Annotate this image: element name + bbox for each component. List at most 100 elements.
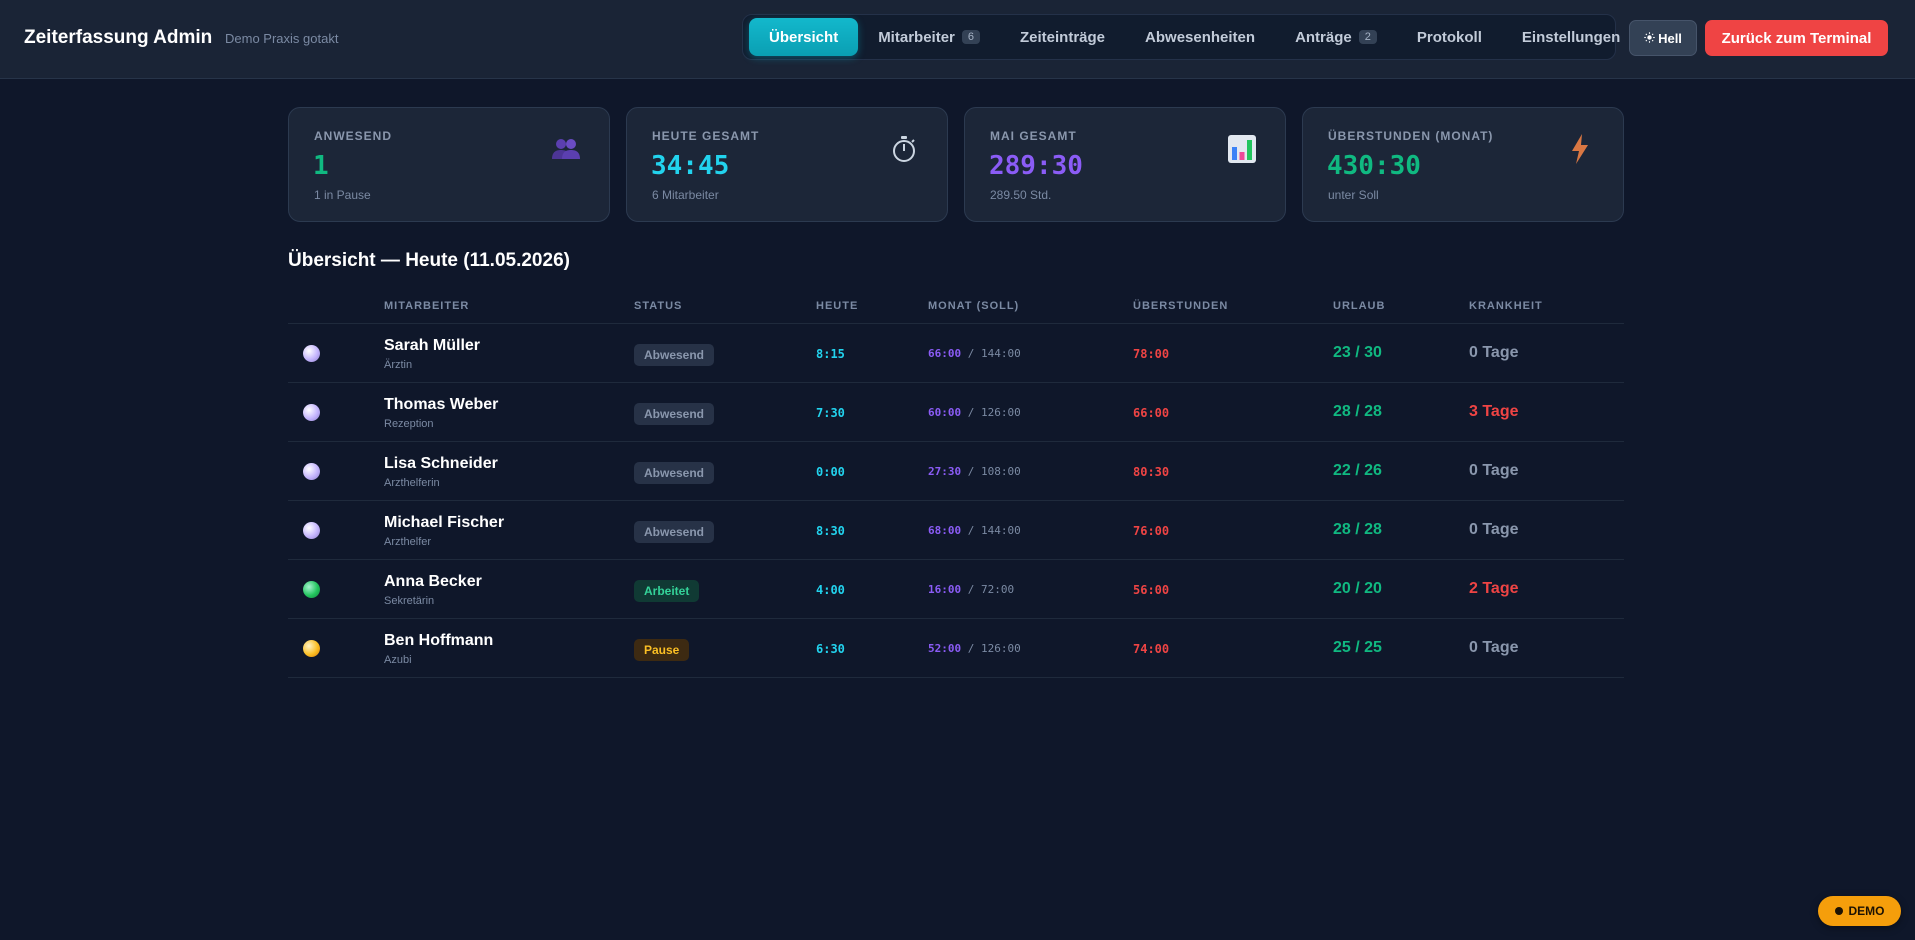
demo-badge[interactable]: DEMO — [1818, 896, 1901, 926]
month-target: / 126:00 — [967, 642, 1021, 655]
stopwatch-icon — [889, 134, 919, 164]
theme-label: Hell — [1658, 30, 1682, 46]
tab-protokoll[interactable]: Protokoll — [1397, 18, 1502, 56]
card-sub: 289.50 Std. — [990, 188, 1052, 202]
column-header-status[interactable]: STATUS — [634, 300, 683, 312]
card-sub: 1 in Pause — [314, 188, 371, 202]
tab-label: Einstellungen — [1521, 28, 1621, 46]
employee-role: Arzthelfer — [384, 536, 432, 548]
table-row[interactable]: Thomas Weber Rezeption Abwesend 7:30 60:… — [288, 383, 1624, 442]
card-value: 1 — [313, 151, 329, 181]
month-actual: 66:00 — [928, 347, 962, 360]
today-hours: 6:30 — [816, 642, 845, 656]
card-sub: 6 Mitarbeiter — [652, 188, 719, 202]
month-hours: 52:00 / 126:00 — [928, 642, 1021, 655]
sick-days: 2 Tage — [1469, 580, 1519, 597]
employee-role: Rezeption — [384, 418, 434, 430]
header: Zeiterfassung Admin Demo Praxis gotakt Ü… — [0, 0, 1915, 79]
today-hours: 0:00 — [816, 465, 845, 479]
status-dot — [303, 522, 320, 539]
sun-icon — [1644, 31, 1655, 46]
card-label: ÜBERSTUNDEN (MONAT) — [1328, 129, 1494, 143]
status-badge: Abwesend — [634, 344, 715, 366]
employee-name: Ben Hoffmann — [384, 632, 494, 649]
employee-name: Anna Becker — [384, 573, 482, 590]
tab-einstellungen[interactable]: Einstellungen — [1502, 18, 1640, 56]
vacation-value: 23 / 30 — [1333, 344, 1382, 361]
employee-role: Sekretärin — [384, 595, 435, 607]
tab-abwesenheiten[interactable]: Abwesenheiten — [1125, 18, 1275, 56]
status-dot — [303, 404, 320, 421]
tab-label: Anträge — [1295, 28, 1352, 46]
column-header-month[interactable]: MONAT (SOLL) — [928, 300, 1020, 312]
employee-table: MITARBEITER STATUS HEUTE MONAT (SOLL) ÜB… — [288, 292, 1624, 678]
stat-card-month-total: MAI GESAMT 289:30 289.50 Std. — [964, 107, 1286, 222]
table-row[interactable]: Lisa Schneider Arzthelferin Abwesend 0:0… — [288, 442, 1624, 501]
tab-label: Zeiteinträge — [1020, 28, 1106, 46]
table-row[interactable]: Michael Fischer Arzthelfer Abwesend 8:30… — [288, 501, 1624, 560]
tab-zeiteintraege[interactable]: Zeiteinträge — [1000, 18, 1125, 56]
app-title: Zeiterfassung Admin — [24, 27, 213, 48]
table-row[interactable]: Anna Becker Sekretärin Arbeitet 4:00 16:… — [288, 560, 1624, 619]
month-target: / 144:00 — [967, 524, 1021, 537]
table-row[interactable]: Sarah Müller Ärztin Abwesend 8:15 66:00 … — [288, 324, 1624, 383]
section-title: Übersicht — Heute (11.05.2026) — [288, 250, 570, 271]
back-to-terminal-button[interactable]: Zurück zum Terminal — [1705, 20, 1888, 56]
month-hours: 16:00 / 72:00 — [928, 583, 1014, 596]
overtime-value: 76:00 — [1133, 524, 1170, 538]
month-hours: 66:00 / 144:00 — [928, 347, 1021, 360]
card-label: HEUTE GESAMT — [652, 129, 760, 143]
tab-mitarbeiter[interactable]: Mitarbeiter 6 — [858, 18, 1000, 56]
month-actual: 52:00 — [928, 642, 962, 655]
status-dot — [303, 640, 320, 657]
sick-days: 0 Tage — [1469, 521, 1519, 538]
tab-label: Abwesenheiten — [1145, 28, 1256, 46]
sick-days: 3 Tage — [1469, 403, 1519, 420]
card-label: ANWESEND — [314, 129, 393, 143]
count-badge: 2 — [1358, 30, 1377, 44]
table-header: MITARBEITER STATUS HEUTE MONAT (SOLL) ÜB… — [288, 292, 1624, 324]
employee-role: Arzthelferin — [384, 477, 440, 489]
overtime-value: 66:00 — [1133, 406, 1170, 420]
today-hours: 8:30 — [816, 524, 845, 538]
tab-antraege[interactable]: Anträge 2 — [1275, 18, 1397, 56]
main-nav: Übersicht Mitarbeiter 6 Zeiteinträge Abw… — [742, 14, 1620, 60]
tab-label: Mitarbeiter — [878, 28, 955, 46]
employee-name: Thomas Weber — [384, 396, 499, 413]
month-target: / 72:00 — [967, 583, 1015, 596]
employee-role: Ärztin — [384, 359, 413, 371]
column-header-today[interactable]: HEUTE — [816, 300, 859, 312]
today-hours: 4:00 — [816, 583, 845, 597]
month-target: / 144:00 — [967, 347, 1021, 360]
employee-name: Michael Fischer — [384, 514, 505, 531]
month-hours: 68:00 / 144:00 — [928, 524, 1021, 537]
column-header-employee[interactable]: MITARBEITER — [384, 300, 470, 312]
stat-card-present: ANWESEND 1 1 in Pause — [288, 107, 610, 222]
theme-toggle-button[interactable]: Hell — [1629, 20, 1697, 56]
column-header-overtime[interactable]: ÜBERSTUNDEN — [1133, 300, 1229, 312]
sick-days: 0 Tage — [1469, 462, 1519, 479]
employee-name: Lisa Schneider — [384, 455, 498, 472]
stat-card-today-total: HEUTE GESAMT 34:45 6 Mitarbeiter — [626, 107, 948, 222]
employee-role: Azubi — [384, 654, 412, 666]
overtime-value: 56:00 — [1133, 583, 1170, 597]
table-row[interactable]: Ben Hoffmann Azubi Pause 6:30 52:00 / 12… — [288, 619, 1624, 678]
overtime-value: 74:00 — [1133, 642, 1170, 656]
card-value: 430:30 — [1327, 151, 1421, 181]
sick-days: 0 Tage — [1469, 639, 1519, 656]
status-badge: Arbeitet — [634, 580, 700, 602]
people-icon — [551, 134, 581, 164]
dot-icon — [1834, 907, 1843, 915]
bar-chart-icon — [1227, 134, 1257, 164]
overtime-value: 80:30 — [1133, 465, 1170, 479]
column-header-sick[interactable]: KRANKHEIT — [1469, 300, 1543, 312]
status-badge: Pause — [634, 639, 690, 661]
column-header-vacation[interactable]: URLAUB — [1333, 300, 1386, 312]
vacation-value: 22 / 26 — [1333, 462, 1382, 479]
today-hours: 7:30 — [816, 406, 845, 420]
status-badge: Abwesend — [634, 521, 715, 543]
status-dot — [303, 463, 320, 480]
tab-label: Übersicht — [769, 28, 839, 46]
tab-uebersicht[interactable]: Übersicht — [749, 18, 859, 56]
vacation-value: 20 / 20 — [1333, 580, 1382, 597]
